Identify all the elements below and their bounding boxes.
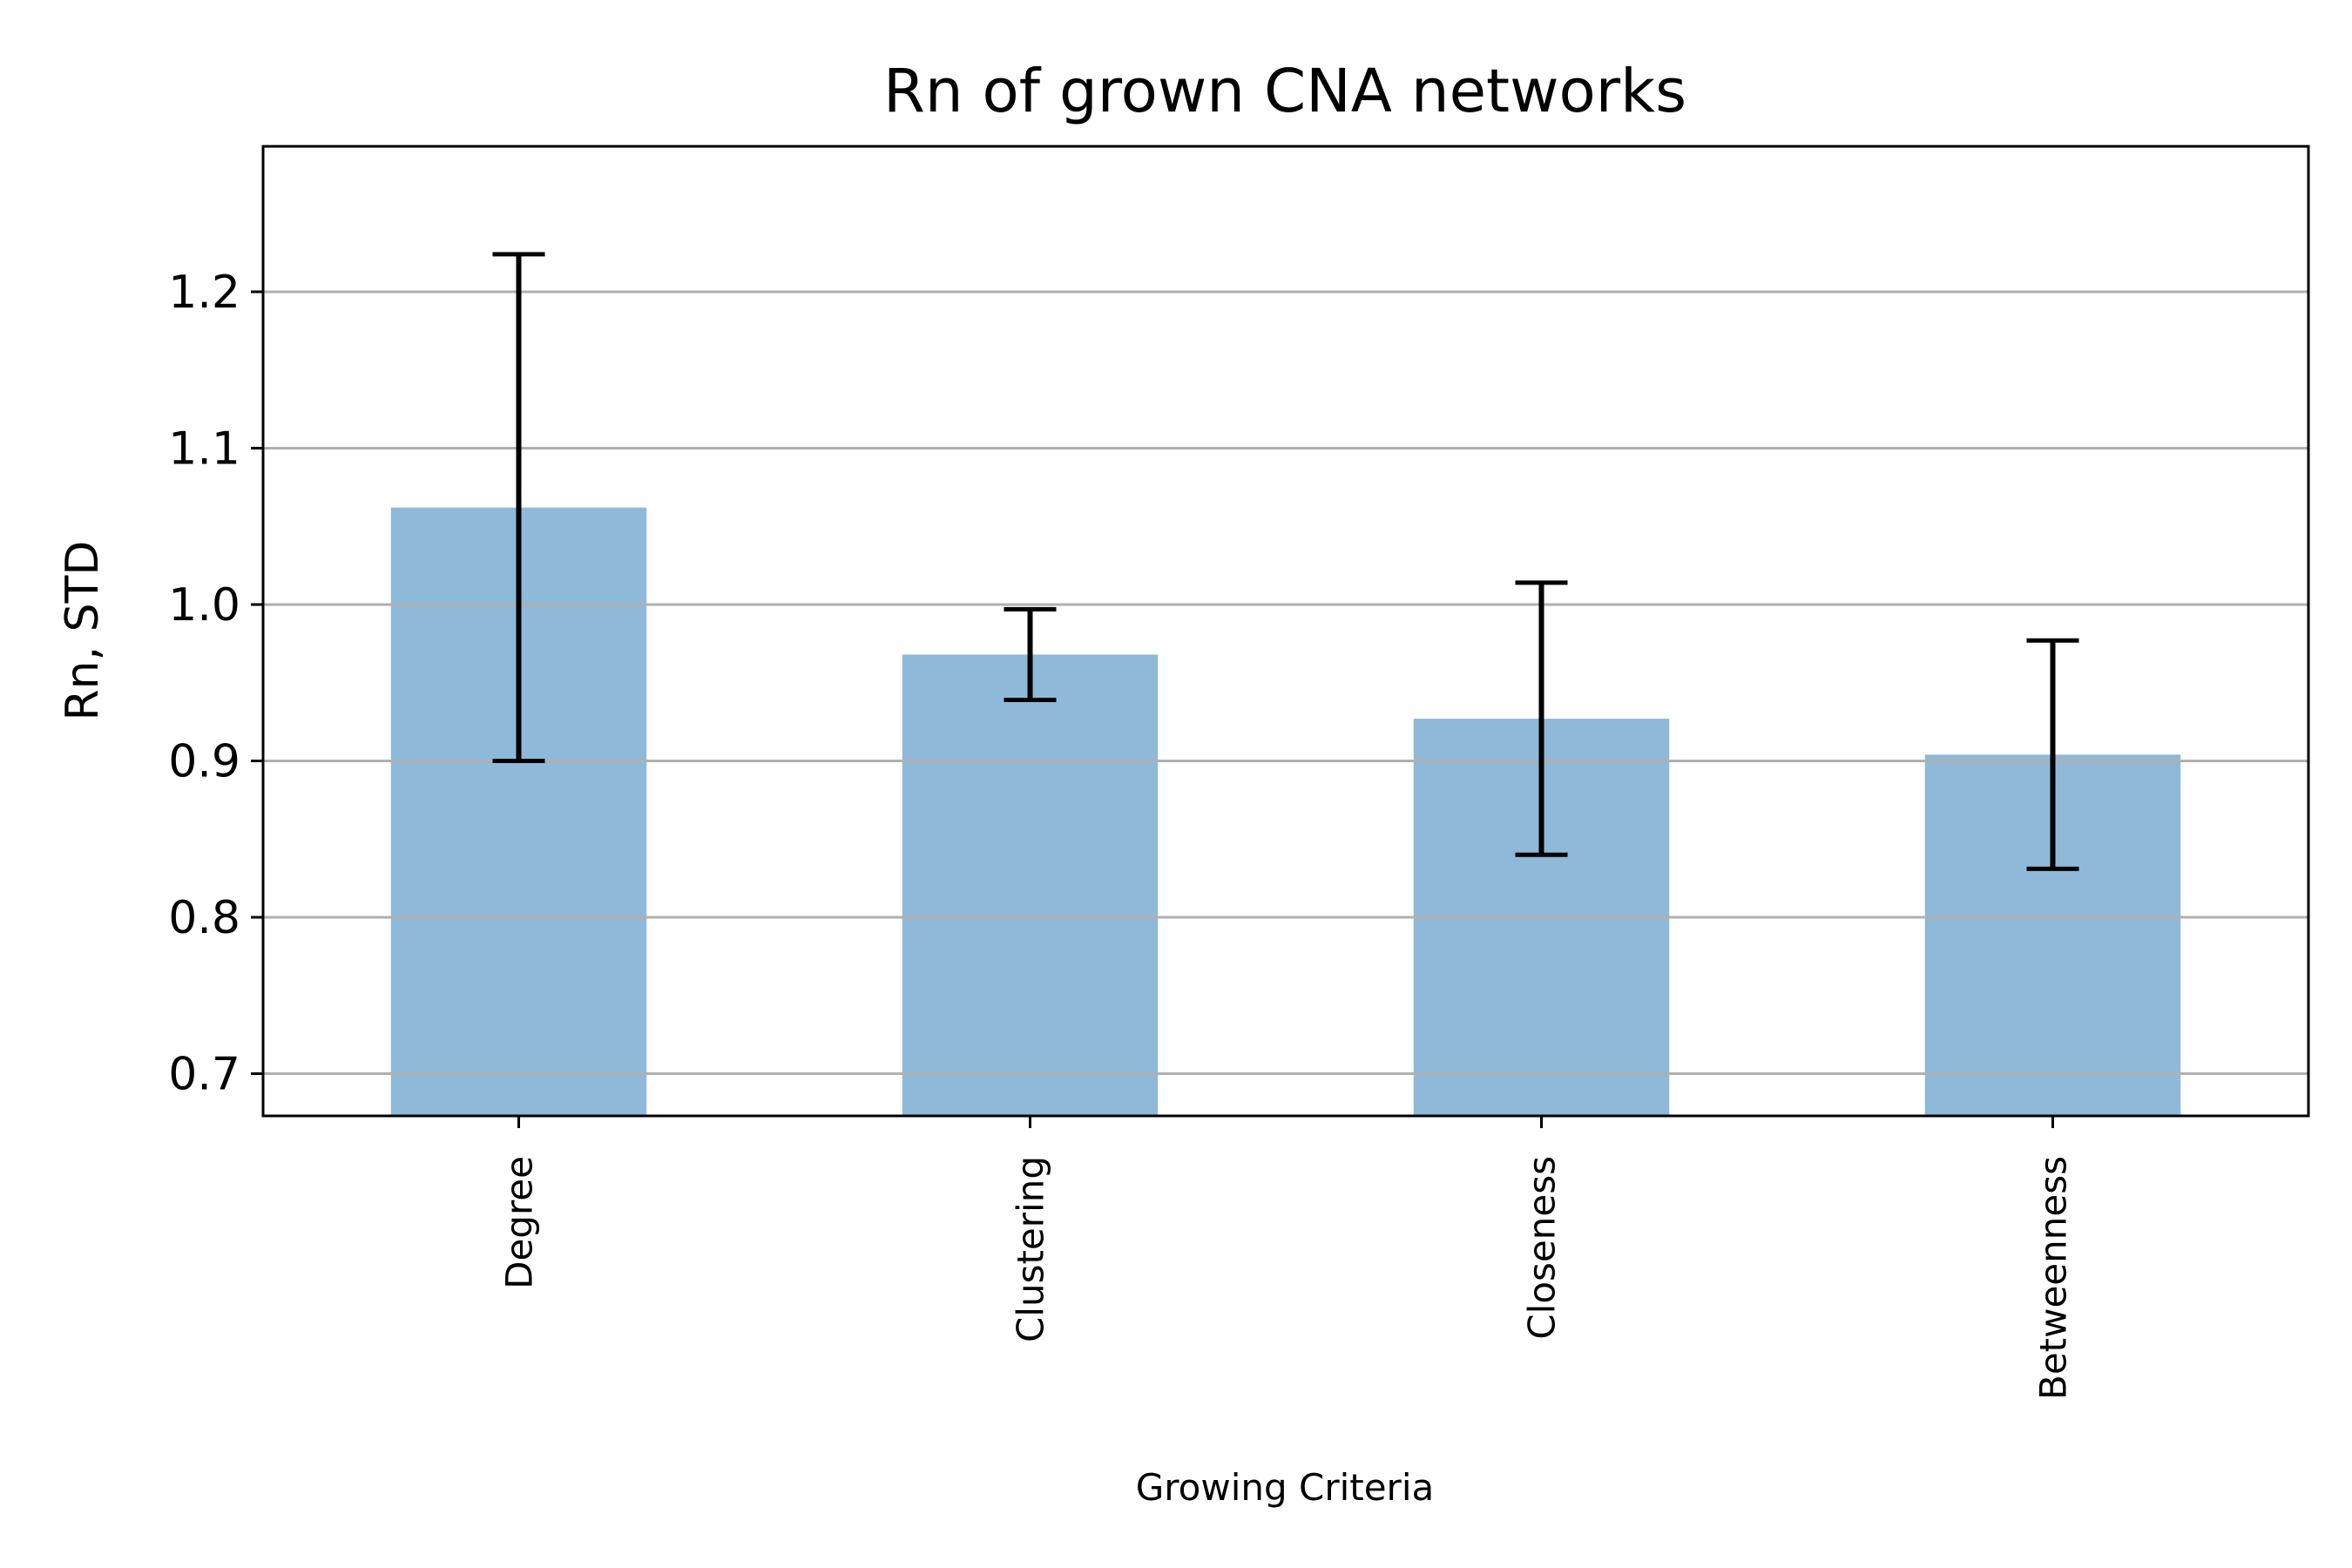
- y-tick-label: 1.1: [168, 422, 240, 475]
- y-tick-label: 1.2: [168, 267, 240, 319]
- chart-title: Rn of grown CNA networks: [883, 57, 1686, 126]
- x-tick-label-closeness: Closeness: [1521, 1156, 1564, 1340]
- y-axis-ticks: 0.7 0.8 0.9 1.0 1.1 1.2: [168, 267, 263, 1101]
- error-bars: [492, 252, 2079, 871]
- x-tick-label-clustering: Clustering: [1010, 1156, 1052, 1342]
- x-axis-label: Growing Criteria: [1136, 1466, 1434, 1509]
- x-axis-ticks: Degree Clustering Closeness Betweenness: [498, 1116, 2075, 1400]
- y-tick-label: 0.8: [168, 892, 240, 944]
- grid-lines: [263, 290, 2308, 1076]
- error-bar-clustering: [1004, 606, 1057, 702]
- error-bar-closeness: [1515, 580, 1568, 857]
- x-tick-label-betweenness: Betweenness: [2032, 1156, 2075, 1400]
- plot-frame: [261, 145, 2310, 1118]
- y-tick-label: 0.9: [168, 735, 240, 787]
- y-tick-label: 1.0: [168, 579, 240, 632]
- x-tick-label-degree: Degree: [498, 1156, 541, 1289]
- bar-clustering: [902, 654, 1159, 1116]
- error-bar-betweenness: [2026, 638, 2079, 871]
- error-bar-degree: [492, 252, 545, 763]
- y-tick-label: 0.7: [168, 1049, 240, 1101]
- y-axis-label: Rn, STD: [57, 541, 109, 721]
